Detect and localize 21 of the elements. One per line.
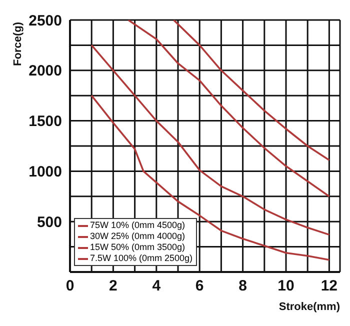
x-axis-title: Stroke(mm) [278,301,340,313]
line-series [127,20,330,198]
legend-label: 15W 50% (0mm 3500g) [90,242,186,253]
x-tick-label: 10 [278,278,294,295]
line-series [172,20,330,162]
legend-label: 75W 10% (0mm 4500g) [90,220,186,231]
y-tick-label: 1000 [28,164,62,181]
legend-label: 30W 25% (0mm 4000g) [90,231,186,242]
x-tick-label: 0 [66,278,74,295]
y-axis-title: Force(g) [12,22,24,66]
x-tick-label: 6 [195,278,204,295]
x-tick-label: 4 [152,278,162,295]
y-tick-label: 2500 [28,12,62,30]
y-tick-label: 2000 [28,62,62,80]
x-tick-label: 2 [109,278,118,295]
y-tick-label: 500 [36,214,62,231]
line-series [90,94,330,261]
x-tick-label: 12 [320,278,338,295]
y-tick-label: 1500 [28,113,62,130]
legend-label: 7.5W 100% (0mm 2500g) [90,253,193,264]
x-tick-label: 8 [238,278,247,295]
